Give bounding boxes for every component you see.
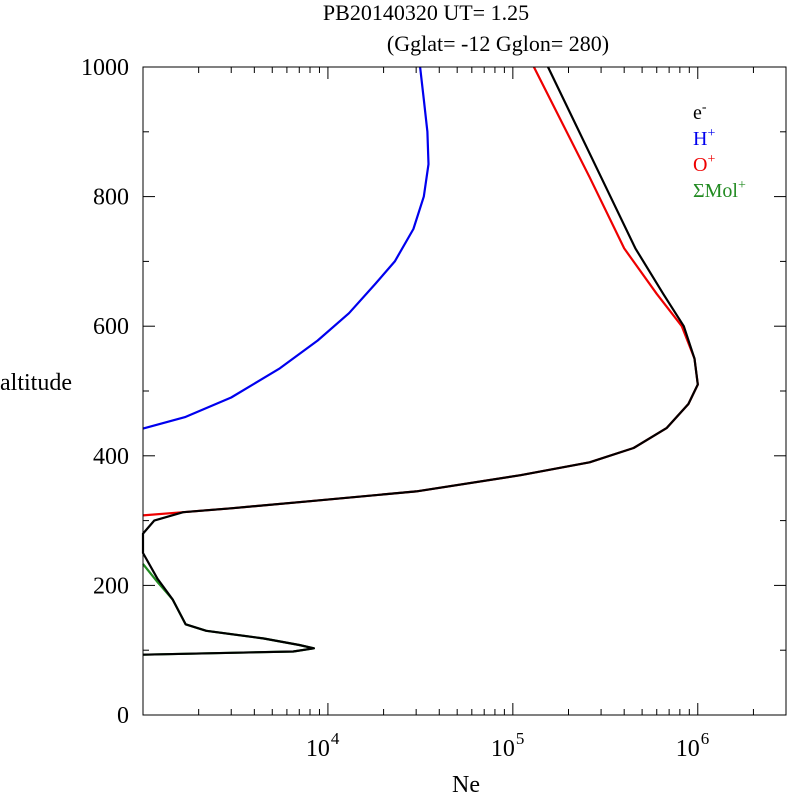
y-tick-label-1: 200 (93, 573, 129, 599)
series-layer (141, 66, 699, 656)
x-tick-label-exp-2: 6 (701, 729, 710, 748)
series-line-3 (141, 66, 699, 656)
x-tick-label-base-0: 10 (306, 736, 330, 762)
x-tick-label-base-2: 10 (676, 736, 700, 762)
series-line-2 (142, 66, 430, 430)
plot-frame (142, 66, 787, 716)
y-tick-label-5: 1000 (81, 55, 129, 81)
legend-entry-0: e- (693, 100, 707, 124)
legend: e-H+O+ΣMol+ (693, 100, 746, 202)
y-tick-label-3: 600 (93, 314, 129, 340)
ticks-layer (142, 66, 787, 716)
legend-entry-3: ΣMol+ (693, 178, 746, 202)
x-tick-label-exp-0: 4 (331, 729, 340, 748)
series-line-1 (142, 66, 699, 517)
x-axis-label: Ne (452, 772, 480, 796)
chart-subtitle: (Gglat= -12 Gglon= 280) (387, 31, 609, 56)
series-line-0 (142, 563, 315, 656)
y-tick-label-4: 800 (93, 185, 129, 211)
chart-title: PB20140320 UT= 1.25 (323, 0, 529, 25)
legend-entry-2: O+ (693, 152, 715, 176)
x-tick-label-base-1: 10 (491, 736, 515, 762)
y-tick-label-0: 0 (117, 703, 129, 729)
legend-entry-1: H+ (693, 126, 715, 150)
y-axis-label: altitude (0, 370, 72, 396)
y-tick-label-2: 400 (93, 444, 129, 470)
x-tick-label-exp-1: 5 (516, 729, 525, 748)
